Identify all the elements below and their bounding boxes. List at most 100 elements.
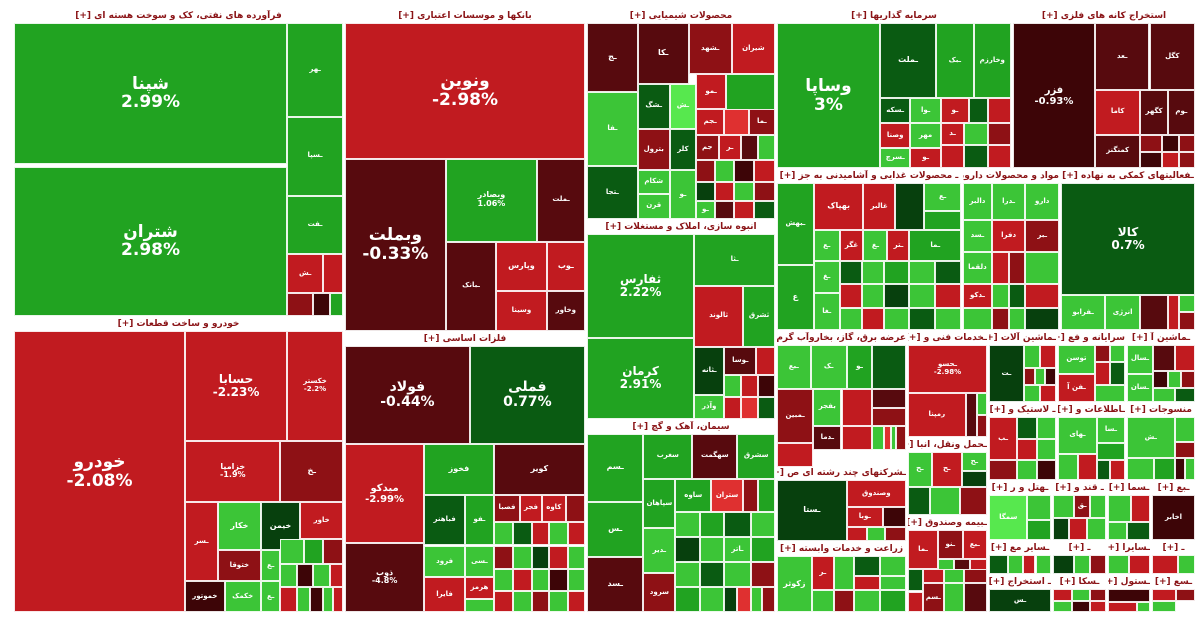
tile[interactable] xyxy=(872,388,906,409)
tile[interactable] xyxy=(296,586,311,612)
tile[interactable]: ـو xyxy=(696,201,715,219)
tile[interactable] xyxy=(1140,152,1163,168)
tile[interactable] xyxy=(1053,589,1072,601)
tile[interactable] xyxy=(1094,362,1110,385)
tile[interactable]: ع xyxy=(777,265,814,330)
tile[interactable]: میدکو -2.99% xyxy=(345,444,425,543)
tile[interactable]: مهر xyxy=(910,123,941,148)
tile[interactable]: ـو xyxy=(846,345,873,389)
tile[interactable] xyxy=(750,512,775,538)
tile[interactable]: ـما xyxy=(908,530,939,570)
tile[interactable] xyxy=(839,307,862,330)
tile[interactable] xyxy=(1126,522,1150,540)
sector-header[interactable]: محصولات شیمیایی [+] xyxy=(587,10,775,23)
tile[interactable]: خکمک xyxy=(224,581,261,612)
tile[interactable] xyxy=(1023,345,1040,368)
tile[interactable] xyxy=(1023,555,1036,574)
tile[interactable]: کویر xyxy=(493,444,585,495)
tile[interactable] xyxy=(1053,517,1069,540)
tile[interactable]: شیران xyxy=(731,23,775,74)
sector-header[interactable]: ـسکا [+] xyxy=(1053,576,1106,589)
tile[interactable] xyxy=(1108,555,1129,574)
tile[interactable]: ونوین -2.98% xyxy=(345,23,585,159)
tile[interactable] xyxy=(313,292,330,316)
sector-header[interactable]: ـ [+] xyxy=(1152,542,1195,555)
tile[interactable]: ـبک xyxy=(936,23,974,99)
tile[interactable] xyxy=(549,569,569,591)
tile[interactable] xyxy=(513,590,533,612)
tile[interactable] xyxy=(568,590,585,612)
tile[interactable]: ـمو xyxy=(696,73,727,110)
tile[interactable] xyxy=(329,292,343,316)
tile[interactable]: سپاهان xyxy=(643,478,676,529)
tile[interactable]: ـغا xyxy=(813,293,840,330)
tile[interactable]: وآذر xyxy=(694,394,725,419)
tile[interactable] xyxy=(1045,367,1056,385)
tile[interactable]: سغرب xyxy=(643,434,693,479)
tile[interactable] xyxy=(724,396,742,419)
tile[interactable]: دالبر xyxy=(963,183,992,220)
tile[interactable] xyxy=(987,144,1011,168)
tile[interactable]: ـوم xyxy=(1167,89,1195,135)
tile[interactable] xyxy=(493,569,513,591)
tile[interactable]: ـسال xyxy=(1127,345,1153,374)
tile[interactable] xyxy=(532,521,549,546)
tile[interactable]: وبملت -0.33% xyxy=(345,158,446,331)
sector-header[interactable]: منسوجات [+] xyxy=(1127,404,1195,417)
tile[interactable] xyxy=(924,210,961,231)
tile[interactable]: ـت xyxy=(989,345,1024,402)
tile[interactable]: بترول xyxy=(637,128,670,170)
tile[interactable]: ستران xyxy=(711,478,744,513)
tile[interactable] xyxy=(1071,600,1091,612)
tile[interactable] xyxy=(699,562,725,588)
tile[interactable]: ـب xyxy=(989,417,1018,460)
tile[interactable]: ـفرابو xyxy=(1061,294,1106,330)
tile[interactable] xyxy=(940,144,965,168)
tile[interactable] xyxy=(880,589,906,612)
tile[interactable]: سهگمت xyxy=(692,434,738,479)
tile[interactable] xyxy=(675,512,700,538)
tile[interactable] xyxy=(777,442,814,467)
tile[interactable] xyxy=(296,564,314,587)
tile[interactable] xyxy=(1078,453,1097,480)
tile[interactable]: ـسی xyxy=(465,545,494,578)
tile[interactable]: انرژی xyxy=(1105,294,1141,330)
tile[interactable] xyxy=(895,425,906,450)
tile[interactable] xyxy=(758,374,775,397)
tile[interactable] xyxy=(908,569,923,592)
sector-header[interactable]: ـماشین آ [+] xyxy=(1127,332,1195,345)
tile[interactable]: وصنا xyxy=(879,123,911,148)
tile[interactable]: ـبر xyxy=(1025,219,1059,253)
tile[interactable] xyxy=(884,425,891,450)
tile[interactable] xyxy=(991,252,1010,285)
tile[interactable]: فرود xyxy=(424,545,465,578)
tile[interactable] xyxy=(750,537,775,563)
tile[interactable]: ـسکه xyxy=(879,98,911,124)
tile[interactable]: ـملت xyxy=(879,23,937,99)
tile[interactable] xyxy=(333,586,343,612)
sector-header[interactable]: ـسع [+] xyxy=(1152,576,1195,589)
tile[interactable]: حسابا -2.23% xyxy=(185,331,288,441)
tile[interactable] xyxy=(935,307,961,330)
tile[interactable] xyxy=(758,478,775,513)
tile[interactable]: ـدکو xyxy=(963,284,992,308)
tile[interactable] xyxy=(963,307,992,330)
tile[interactable] xyxy=(841,425,873,450)
sector-header[interactable]: انبوه سازی، املاک و مستغلات [+] xyxy=(587,221,775,234)
tile[interactable] xyxy=(1108,601,1138,612)
tile[interactable] xyxy=(1071,589,1091,601)
tile[interactable]: ـوا xyxy=(910,98,941,124)
tile[interactable] xyxy=(1108,495,1132,522)
tile[interactable]: ـح xyxy=(931,452,962,487)
tile[interactable] xyxy=(1162,134,1179,153)
tile[interactable]: ـثا xyxy=(694,234,775,286)
sector-header[interactable]: سیمان، آهک و گچ [+] xyxy=(587,421,775,434)
tile[interactable] xyxy=(883,260,910,285)
tile[interactable] xyxy=(1178,134,1195,153)
tile[interactable] xyxy=(1025,284,1059,308)
tile[interactable] xyxy=(1074,555,1091,574)
tile[interactable] xyxy=(733,160,755,182)
tile[interactable] xyxy=(1174,442,1195,458)
tile[interactable]: کالا 0.7% xyxy=(1061,183,1195,295)
tile[interactable]: ـفت xyxy=(287,195,343,255)
